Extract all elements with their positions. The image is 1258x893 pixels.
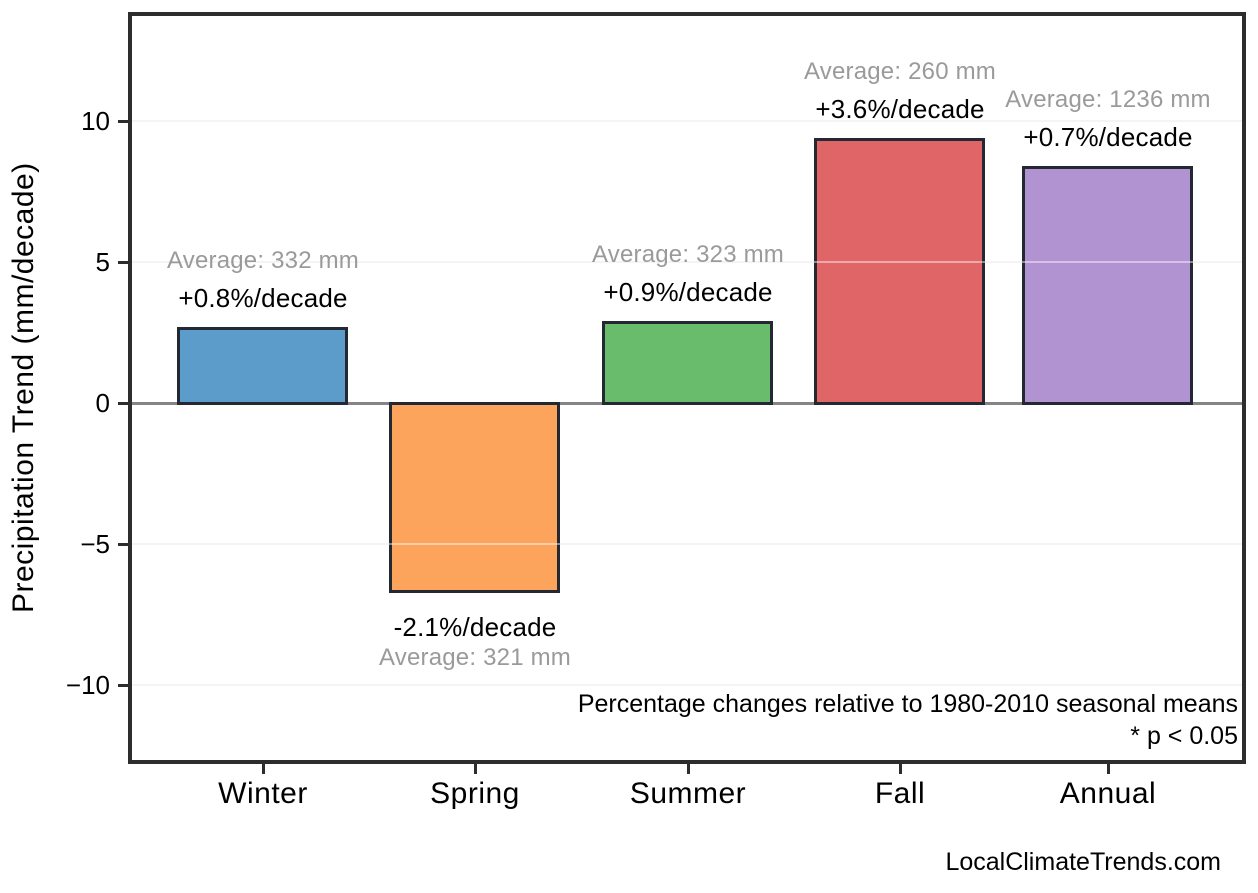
x-category-label: Summer [629,777,747,810]
gridline-overlay [132,543,1242,545]
gridline [132,543,1242,545]
bar-winter [177,327,348,405]
y-tick-label: 0 [95,388,110,418]
x-category-label: Fall [874,777,926,810]
bar-fall [814,138,985,405]
footnote-block: Percentage changes relative to 1980-2010… [578,688,1238,752]
gridline-overlay [132,684,1242,686]
x-category-label: Annual [1059,777,1157,810]
watermark: LocalClimateTrends.com [945,848,1221,876]
y-axis-tick [118,261,128,264]
trend-percent-label: -2.1%/decade [393,612,557,642]
trend-percent-label: +0.9%/decade [603,277,773,307]
gridline [132,120,1242,122]
footnote-line-2: * p < 0.05 [1130,722,1238,750]
bar-summer [602,321,773,405]
x-axis-tick [1107,764,1110,774]
seasonal-average-label: Average: 1236 mm [1005,86,1211,113]
trend-percent-label: +0.7%/decade [1023,122,1193,152]
footnote-line-1: Percentage changes relative to 1980-2010… [577,690,1238,718]
gridline [132,684,1242,686]
x-axis-tick [687,764,690,774]
seasonal-average-label: Average: 321 mm [379,644,571,671]
x-category-label: Winter [218,777,308,810]
trend-percent-label: +3.6%/decade [815,94,985,124]
y-axis-tick [118,120,128,123]
gridline [132,261,1242,263]
trend-percent-label: +0.8%/decade [178,283,348,313]
y-tick-label: −5 [80,529,110,559]
seasonal-average-label: Average: 260 mm [804,58,996,85]
y-tick-label: 5 [95,247,110,277]
bar-spring [389,402,560,593]
plot-inner [132,16,1242,760]
x-axis-tick [262,764,265,774]
seasonal-average-label: Average: 332 mm [167,247,359,274]
bar-annual [1022,166,1193,405]
y-axis-tick [118,684,128,687]
gridline-overlay [132,120,1242,122]
y-tick-label: −10 [65,670,110,700]
y-tick-label: 10 [81,106,110,136]
x-axis-tick [474,764,477,774]
x-axis-tick [899,764,902,774]
y-axis-tick [118,543,128,546]
x-category-label: Spring [430,777,520,810]
plot-area [128,12,1246,764]
seasonal-average-label: Average: 323 mm [592,241,784,268]
gridline-overlay [132,261,1242,263]
y-axis-tick [118,402,128,405]
